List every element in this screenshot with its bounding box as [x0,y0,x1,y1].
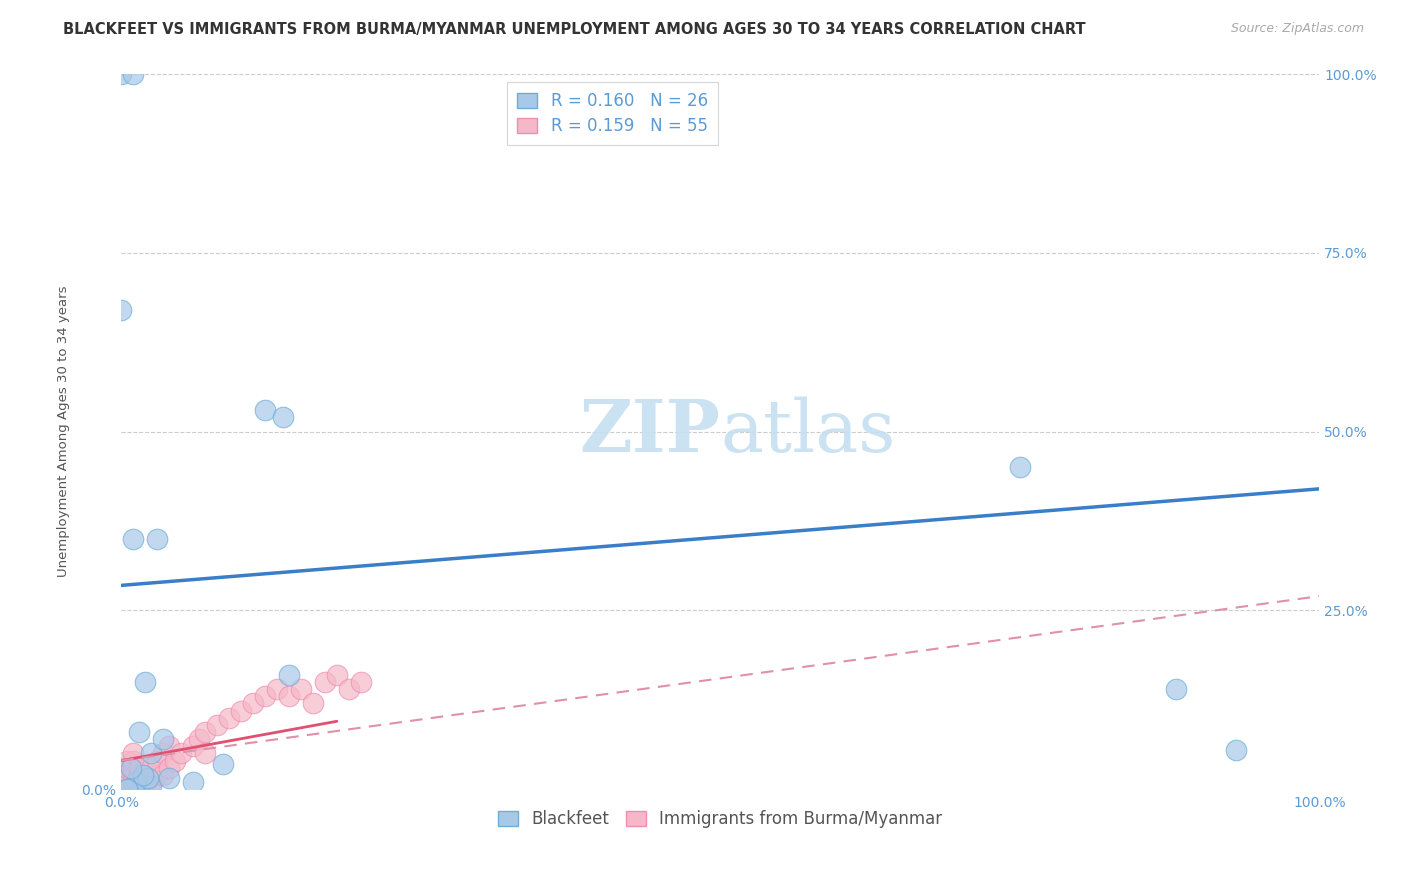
Point [146,754,169,768]
Point [1008,460,1031,475]
Point [128,761,150,775]
Point [157,761,180,775]
Point [122,775,145,789]
Point [122,67,145,81]
Point [242,697,264,711]
Point [139,761,162,775]
Point [132,768,155,782]
Point [146,768,169,782]
Point [120,761,142,775]
Point [314,675,336,690]
Point [124,775,146,789]
Point [350,675,373,690]
Point [110,761,132,775]
Point [134,675,156,690]
Point [110,775,132,789]
Point [122,768,145,782]
Point [110,768,132,782]
Point [136,772,159,786]
Point [110,303,132,318]
Point [115,761,138,775]
Legend: Blackfeet, Immigrants from Burma/Myanmar: Blackfeet, Immigrants from Burma/Myanmar [492,803,949,835]
Point [194,747,217,761]
Point [290,682,312,697]
Point [110,782,132,797]
Point [122,761,145,775]
Point [110,782,132,797]
Point [128,782,150,797]
Point [266,682,288,697]
Point [115,768,138,782]
Text: ZIP: ZIP [579,396,720,467]
Point [302,697,325,711]
Point [134,775,156,789]
Point [122,754,145,768]
Point [134,768,156,782]
Point [128,768,150,782]
Point [122,782,145,797]
Point [110,782,132,797]
Point [128,725,150,739]
Point [110,67,132,81]
Point [253,690,276,704]
Point [139,747,162,761]
Point [128,775,150,789]
Text: atlas: atlas [720,396,896,467]
Point [181,739,204,754]
Point [337,682,360,697]
Point [110,768,132,782]
Point [170,747,193,761]
Text: Source: ZipAtlas.com: Source: ZipAtlas.com [1230,22,1364,36]
Point [157,772,180,786]
Point [229,704,252,718]
Point [277,667,299,681]
Point [326,667,349,681]
Point [152,768,174,782]
Point [157,739,180,754]
Point [165,754,187,768]
Point [1164,682,1187,697]
Point [139,775,162,789]
Point [110,775,132,789]
Y-axis label: Unemployment Among Ages 30 to 34 years: Unemployment Among Ages 30 to 34 years [58,285,70,577]
Point [110,782,132,797]
Point [181,775,204,789]
Point [188,732,211,747]
Point [122,747,145,761]
Point [212,757,235,772]
Point [253,403,276,417]
Point [110,782,132,797]
Point [205,718,228,732]
Point [139,779,162,793]
Point [1225,743,1247,757]
Point [115,775,138,789]
Point [277,690,299,704]
Point [194,725,217,739]
Point [122,532,145,546]
Point [271,410,294,425]
Point [146,532,169,546]
Point [134,782,156,797]
Point [152,747,174,761]
Point [115,782,138,797]
Point [115,782,138,797]
Point [115,782,138,797]
Point [218,711,240,725]
Text: BLACKFEET VS IMMIGRANTS FROM BURMA/MYANMAR UNEMPLOYMENT AMONG AGES 30 TO 34 YEAR: BLACKFEET VS IMMIGRANTS FROM BURMA/MYANM… [63,22,1085,37]
Point [110,782,132,797]
Point [152,732,174,747]
Point [115,754,138,768]
